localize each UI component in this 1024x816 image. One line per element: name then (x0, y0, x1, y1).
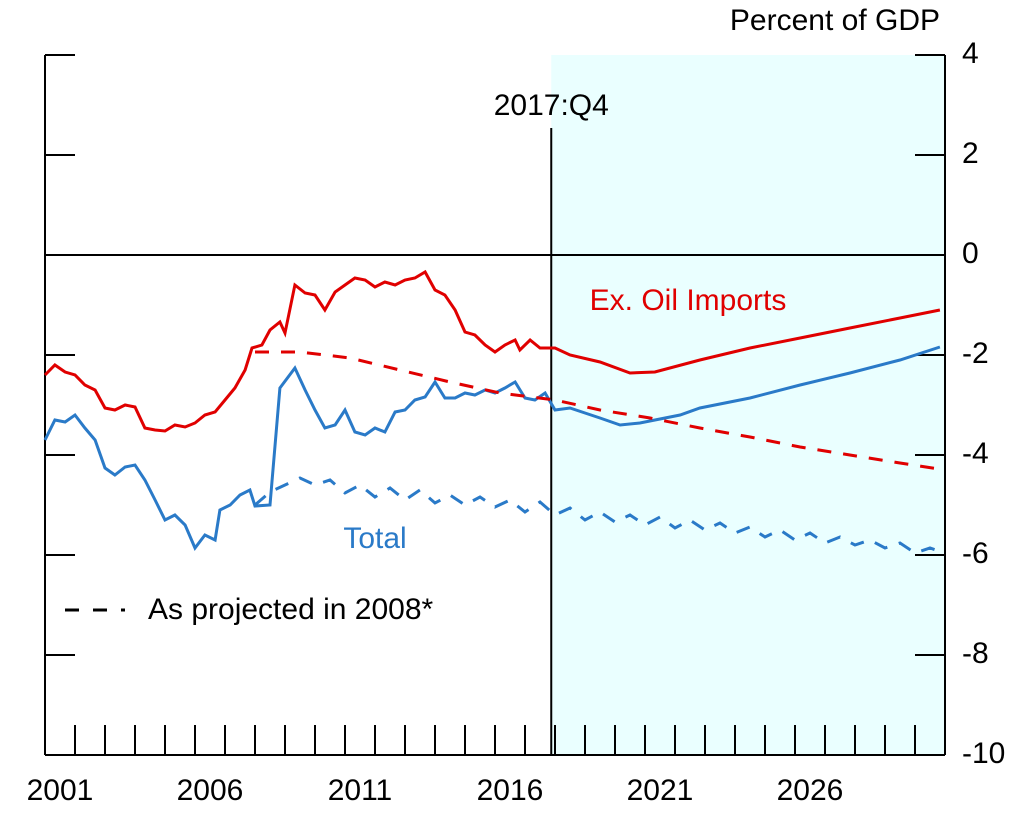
projected-line (254, 476, 946, 555)
projected-line (255, 350, 946, 472)
x-tick-label: 2021 (627, 774, 694, 807)
x-tick-label: 2016 (477, 774, 544, 807)
data-line (43, 345, 941, 551)
y-tick-label: 0 (962, 237, 979, 270)
x-tick-label: 2001 (27, 774, 94, 807)
y-tick-label: 4 (962, 37, 979, 70)
y-tick-label: -8 (962, 637, 989, 670)
data-line (43, 269, 941, 433)
series-label: Total (343, 522, 406, 555)
legend-label: As projected in 2008* (148, 593, 434, 626)
x-tick-label: 2026 (777, 774, 844, 807)
y-tick-label: -4 (962, 437, 989, 470)
x-tick-label: 2011 (328, 774, 393, 807)
y-tick-label: -2 (962, 337, 989, 370)
y-tick-label: -6 (962, 537, 989, 570)
projection-label: 2017:Q4 (494, 89, 609, 122)
series-label: Ex. Oil Imports (590, 284, 787, 317)
x-tick-label: 2006 (177, 774, 244, 807)
y-tick-label: -10 (962, 737, 1005, 770)
projection-shade (551, 55, 945, 755)
y-axis-label: Percent of GDP (730, 4, 940, 37)
y-tick-label: 2 (962, 137, 979, 170)
